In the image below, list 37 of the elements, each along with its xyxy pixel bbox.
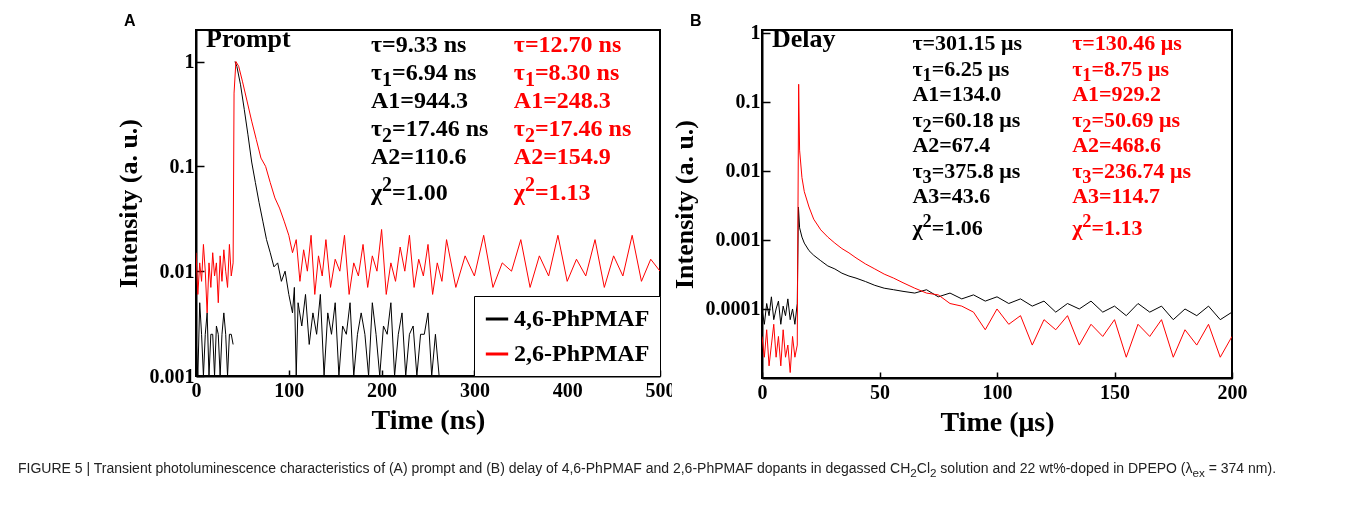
x-tick-label: 400 [552,378,583,401]
y-axis-title: Intensity (a. u.) [113,118,143,289]
annotation: τ=12.70 ns [513,30,622,58]
x-tick-label: 200 [1217,380,1248,403]
x-axis-title: Time (μs) [940,405,1055,437]
x-axis-title: Time (ns) [371,403,486,435]
annotation: Prompt [206,24,291,54]
x-tick-label: 200 [367,378,398,401]
line-series [762,83,1232,374]
x-tick-label: 150 [1100,380,1130,403]
x-tick-label: 100 [982,380,1013,403]
y-axis-title: Intensity (a. u.) [669,119,699,290]
chart-title: A [124,12,136,30]
chart-title: B [690,12,702,30]
annotation: τ=130.46 μs [1072,30,1182,56]
annotation: χ$^{2}$=1.00 [370,172,448,206]
legend-label: 4,6-PhPMAF [514,305,650,331]
annotation: χ$^{2}$=1.13 [1072,209,1143,241]
x-tick-label: 300 [459,378,490,401]
annotation: χ$^{2}$=1.13 [513,172,591,206]
y-tick-label: 1 [750,21,761,44]
annotation: χ$^{2}$=1.06 [912,209,983,241]
y-tick-label: 0.001 [715,228,761,251]
legend-label: 2,6-PhPMAF [514,340,650,366]
y-tick-label: 0.01 [159,259,195,282]
x-tick-label: 0 [757,380,768,403]
y-tick-label: 0.01 [725,159,761,182]
caption: FIGURE 5 | Transient photoluminescence characteristics of (A) prompt and (B) delay of 4,6-PhPMAF and 2,6-PhPMAF dopants in degassed CH$_{2}$Cl$_{2}$ solution and 22 wt%-doped in DPEPO (λ$_{ex}$ = 374 nm). [18,459,1278,481]
x-tick-label: 100 [274,378,305,401]
y-tick-label: 1 [184,50,195,73]
annotation: τ=301.15 μs [912,30,1023,56]
y-tick-label: 0.1 [169,154,195,177]
x-tick-label: 50 [870,380,890,403]
annotation: Delay [772,24,836,54]
annotation: τ=9.33 ns [370,30,467,58]
y-tick-label: 0.0001 [705,297,761,320]
y-tick-label: 0.1 [735,90,761,113]
